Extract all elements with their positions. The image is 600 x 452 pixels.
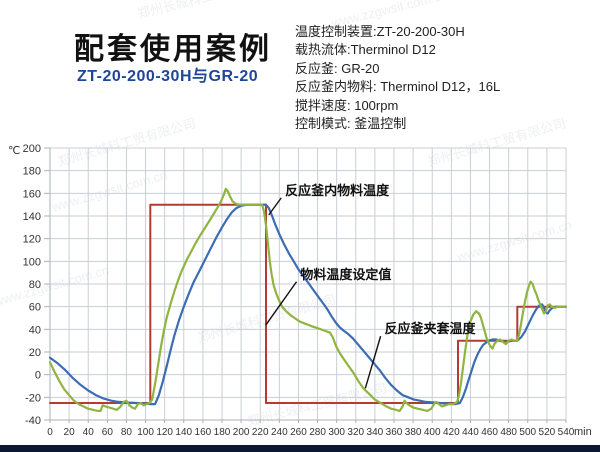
y-tick-label: 20	[29, 347, 41, 359]
x-tick-label: 200	[233, 427, 250, 438]
y-tick-label: 100	[23, 256, 41, 268]
y-axis-unit: ℃	[8, 145, 20, 157]
x-axis-unit: min	[574, 426, 592, 438]
y-tick-label: -40	[25, 415, 41, 427]
x-tick-label: 220	[252, 427, 269, 438]
x-tick-label: 340	[367, 427, 384, 438]
y-tick-label: 120	[23, 234, 41, 246]
x-tick-label: 260	[290, 427, 307, 438]
x-tick-label: 80	[121, 427, 133, 438]
x-tick-label: 440	[462, 427, 479, 438]
page-title: 配套使用案例	[74, 33, 272, 66]
annotation-leader-line	[268, 197, 282, 216]
x-tick-label: 240	[271, 427, 288, 438]
x-tick-label: 380	[405, 427, 422, 438]
chart-area: 0 20 40 60 80 100 120 140 160 180 200 220 240 260 280 3…	[0, 140, 600, 445]
spec-line-reactor-material: 反应釜内物料: Therminol D12，16L	[295, 79, 501, 95]
y-tick-label: 80	[29, 279, 41, 291]
temperature-chart: 0 20 40 60 80 100 120 140 160 180 200 220 240 260 280 3…	[8, 143, 592, 438]
y-tick-label: 180	[23, 166, 41, 178]
series-反应釜夹套温度	[48, 187, 568, 412]
spec-panel: 温度控制装置:ZT-20-200-30H 载热流体:Therminol D12 …	[295, 23, 595, 133]
annotation-leader-line	[265, 281, 298, 326]
x-tick-label: 100	[137, 427, 154, 438]
x-tick-label: 280	[309, 427, 326, 438]
x-tick-label: 460	[481, 427, 498, 438]
spec-line-heat-fluid: 载热流体:Therminol D12	[295, 42, 436, 58]
x-tick-label: 420	[443, 427, 460, 438]
x-tick-label: 20	[64, 427, 76, 438]
y-tick-label: 60	[29, 302, 41, 314]
x-tick-label: 180	[214, 427, 231, 438]
series-物料温度设定值	[49, 203, 567, 404]
y-tick-label: -20	[25, 392, 41, 404]
bottom-accent-bar	[0, 445, 600, 452]
y-tick-label: 0	[35, 370, 41, 382]
x-tick-label: 400	[424, 427, 441, 438]
annotation-leader-line	[364, 335, 382, 389]
x-tick-label: 140	[175, 427, 192, 438]
x-tick-label: 120	[156, 427, 173, 438]
x-tick-label: 520	[539, 427, 556, 438]
x-tick-label: 300	[328, 427, 345, 438]
y-tick-label: 200	[23, 143, 41, 155]
annotation-label: 反应釜夹套温度	[384, 321, 476, 336]
annotation-label: 反应釜内物料温度	[285, 183, 390, 198]
watermark-text: 郑州长城科工贸有限公司	[135, 0, 278, 22]
x-tick-label: 160	[195, 427, 212, 438]
x-tick-label: 480	[500, 427, 517, 438]
x-tick-label: 40	[83, 427, 95, 438]
x-tick-label: 320	[347, 427, 364, 438]
spec-line-control-mode: 控制模式: 釜温控制	[295, 116, 407, 132]
x-tick-label: 360	[386, 427, 403, 438]
spec-line-stir-speed: 搅拌速度: 100rpm	[295, 97, 399, 113]
y-tick-label: 140	[23, 211, 41, 223]
y-tick-label: 160	[23, 188, 41, 200]
page-subtitle: ZT-20-200-30H与GR-20	[77, 68, 259, 85]
spec-line-reactor: 反应釜: GR-20	[295, 60, 380, 76]
y-tick-label: 40	[29, 324, 41, 336]
x-tick-label: 60	[102, 427, 114, 438]
x-tick-label: 540	[558, 427, 575, 438]
x-tick-label: 500	[519, 427, 536, 438]
spec-line-temp-controller: 温度控制装置:ZT-20-200-30H	[295, 24, 465, 39]
annotation-label: 物料温度设定值	[300, 267, 391, 282]
x-tick-label: 0	[47, 427, 53, 438]
